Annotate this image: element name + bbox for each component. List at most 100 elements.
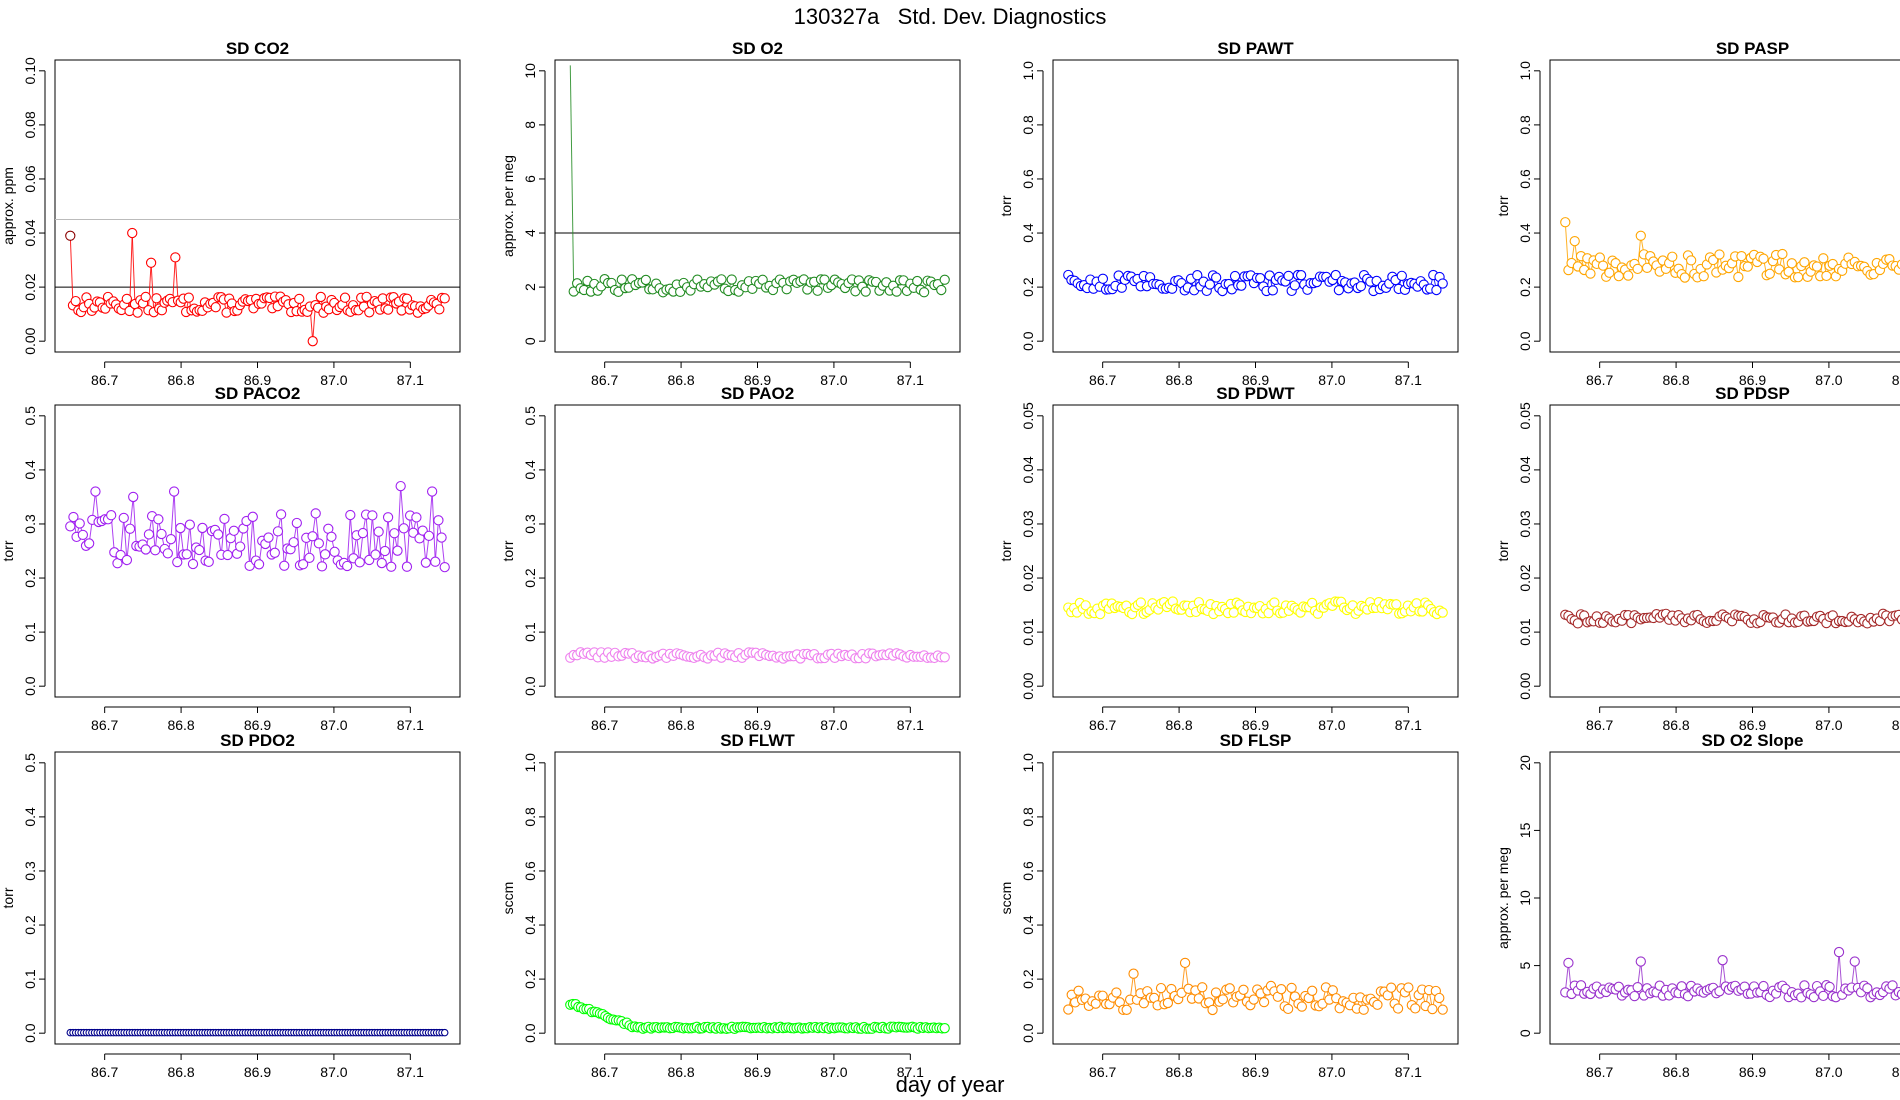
data-point xyxy=(1210,987,1222,998)
data-point xyxy=(370,549,381,560)
data-point xyxy=(1121,1004,1132,1015)
plot-frame xyxy=(54,59,461,353)
x-tick-label: 86.9 xyxy=(1242,1064,1269,1080)
x-tick-label: 86.8 xyxy=(667,717,694,733)
y-axis-label: torr xyxy=(0,887,16,908)
x-tick-label: 86.7 xyxy=(1089,717,1116,733)
y-tick-label: 0.5 xyxy=(22,406,38,426)
y-tick-label: 0.1 xyxy=(22,622,38,642)
data-point xyxy=(1333,285,1345,296)
x-tick-label: 87.0 xyxy=(320,1064,347,1080)
data-point xyxy=(127,227,138,239)
data-point xyxy=(436,532,447,543)
series-segment xyxy=(1718,960,1724,992)
data-point xyxy=(1896,989,1900,1000)
x-tick-label: 87.1 xyxy=(897,1064,924,1080)
data-point xyxy=(263,532,274,543)
y-tick-label: 0.0 xyxy=(1020,1023,1036,1043)
data-point xyxy=(269,547,280,558)
y-tick-label: 0.00 xyxy=(22,327,38,354)
data-point xyxy=(939,1023,950,1034)
x-tick-label: 87.1 xyxy=(397,717,424,733)
y-tick-label: 1.0 xyxy=(1020,61,1036,81)
y-tick-label: 0.04 xyxy=(1517,456,1533,483)
panel-1: SD CO2 0.00 0.02 0.04 0.06 0.08 0.10 approx. pp… xyxy=(0,39,461,388)
y-tick-label: 0.04 xyxy=(22,219,38,246)
data-point xyxy=(307,336,318,347)
data-point xyxy=(1296,1001,1308,1012)
x-tick-label: 87.1 xyxy=(1892,717,1900,733)
series-segment xyxy=(365,514,370,560)
data-point xyxy=(181,549,192,560)
data-point xyxy=(132,307,143,318)
y-tick-label: 0.2 xyxy=(1020,969,1036,989)
y-tick-label: 0.00 xyxy=(1020,672,1036,699)
data-point xyxy=(1307,985,1318,996)
data-point xyxy=(1811,261,1823,272)
y-tick-label: 0.2 xyxy=(22,915,38,935)
data-point xyxy=(1862,983,1873,994)
data-point xyxy=(1818,253,1829,264)
series-segment xyxy=(201,527,207,561)
x-tick-label: 86.9 xyxy=(744,1064,771,1080)
data-point xyxy=(1560,217,1571,228)
plot-frame xyxy=(1052,751,1459,1045)
data-point xyxy=(247,511,258,522)
data-point xyxy=(304,552,315,563)
series-segment xyxy=(252,516,257,561)
data-point xyxy=(376,557,387,569)
data-point xyxy=(313,538,325,549)
data-point xyxy=(1355,281,1367,292)
series-segment xyxy=(174,257,179,301)
y-tick-label: 0.02 xyxy=(1020,564,1036,591)
data-point xyxy=(1193,993,1204,1004)
data-point xyxy=(339,292,351,303)
y-tick-label: 5 xyxy=(1517,961,1533,969)
data-point xyxy=(118,512,129,524)
data-point xyxy=(812,285,823,296)
data-point xyxy=(401,293,413,304)
y-tick-label: 0.4 xyxy=(22,807,38,827)
data-point xyxy=(172,556,183,568)
y-tick-label: 0.6 xyxy=(1020,861,1036,881)
x-tick-label: 86.7 xyxy=(91,1064,118,1080)
data-point xyxy=(379,545,391,557)
data-point xyxy=(1138,998,1150,1009)
data-point xyxy=(197,522,208,534)
panel-10: SD FLWT 0.0 0.2 0.4 0.6 0.8 1.0 sccm 86.7 86.8 86.… xyxy=(500,731,961,1080)
x-tick-label: 86.9 xyxy=(1739,372,1766,388)
series-segment xyxy=(147,262,152,311)
x-tick-label: 86.9 xyxy=(1242,372,1269,388)
data-point xyxy=(1229,270,1241,282)
data-point xyxy=(1211,272,1222,283)
data-point xyxy=(398,523,409,534)
y-tick-label: 0.5 xyxy=(22,753,38,773)
x-tick-label: 86.7 xyxy=(1586,372,1613,388)
y-tick-label: 0.02 xyxy=(1517,564,1533,591)
data-point xyxy=(1597,260,1609,271)
series-segment xyxy=(384,517,389,552)
data-point xyxy=(389,528,400,539)
x-tick-label: 86.9 xyxy=(1739,717,1766,733)
data-point xyxy=(439,293,450,304)
series-segment xyxy=(126,528,131,561)
x-tick-label: 87.0 xyxy=(320,372,347,388)
data-point xyxy=(1248,994,1259,1005)
data-point xyxy=(145,257,157,268)
data-point xyxy=(170,252,181,263)
x-tick-label: 87.1 xyxy=(1892,1064,1900,1080)
y-axis-label: torr xyxy=(500,540,516,561)
data-point xyxy=(433,515,444,526)
data-point xyxy=(1135,597,1146,608)
x-tick-label: 86.7 xyxy=(591,717,618,733)
data-point xyxy=(315,291,326,303)
y-tick-label: 0.2 xyxy=(1020,277,1036,297)
x-tick-label: 87.0 xyxy=(320,717,347,733)
y-tick-label: 0.8 xyxy=(1020,807,1036,827)
data-point xyxy=(1236,280,1247,291)
x-tick-label: 87.0 xyxy=(820,717,847,733)
series-segment xyxy=(129,496,134,529)
data-point xyxy=(1623,270,1634,281)
y-tick-label: 4 xyxy=(522,229,538,237)
data-point xyxy=(1563,957,1574,969)
